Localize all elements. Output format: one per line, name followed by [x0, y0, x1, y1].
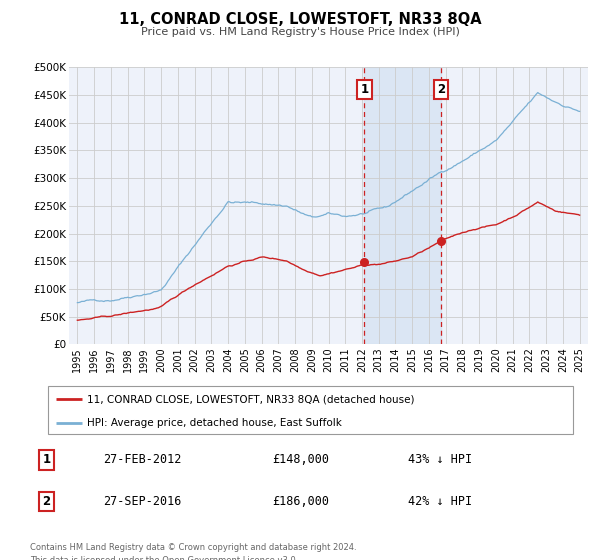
Text: 2: 2 — [43, 495, 50, 508]
Text: 2: 2 — [437, 83, 445, 96]
Text: 42% ↓ HPI: 42% ↓ HPI — [407, 495, 472, 508]
Text: 43% ↓ HPI: 43% ↓ HPI — [407, 453, 472, 466]
Text: 27-FEB-2012: 27-FEB-2012 — [103, 453, 181, 466]
Text: 1: 1 — [361, 83, 368, 96]
Bar — [364, 67, 441, 344]
Text: 1: 1 — [43, 453, 50, 466]
Text: Contains HM Land Registry data © Crown copyright and database right 2024.
This d: Contains HM Land Registry data © Crown c… — [30, 543, 356, 560]
Text: 27-SEP-2016: 27-SEP-2016 — [103, 495, 181, 508]
Text: 11, CONRAD CLOSE, LOWESTOFT, NR33 8QA: 11, CONRAD CLOSE, LOWESTOFT, NR33 8QA — [119, 12, 481, 27]
Text: 11, CONRAD CLOSE, LOWESTOFT, NR33 8QA (detached house): 11, CONRAD CLOSE, LOWESTOFT, NR33 8QA (d… — [88, 394, 415, 404]
Text: Price paid vs. HM Land Registry's House Price Index (HPI): Price paid vs. HM Land Registry's House … — [140, 27, 460, 38]
FancyBboxPatch shape — [48, 386, 573, 434]
Text: £186,000: £186,000 — [272, 495, 329, 508]
Text: HPI: Average price, detached house, East Suffolk: HPI: Average price, detached house, East… — [88, 418, 342, 428]
Text: £148,000: £148,000 — [272, 453, 329, 466]
